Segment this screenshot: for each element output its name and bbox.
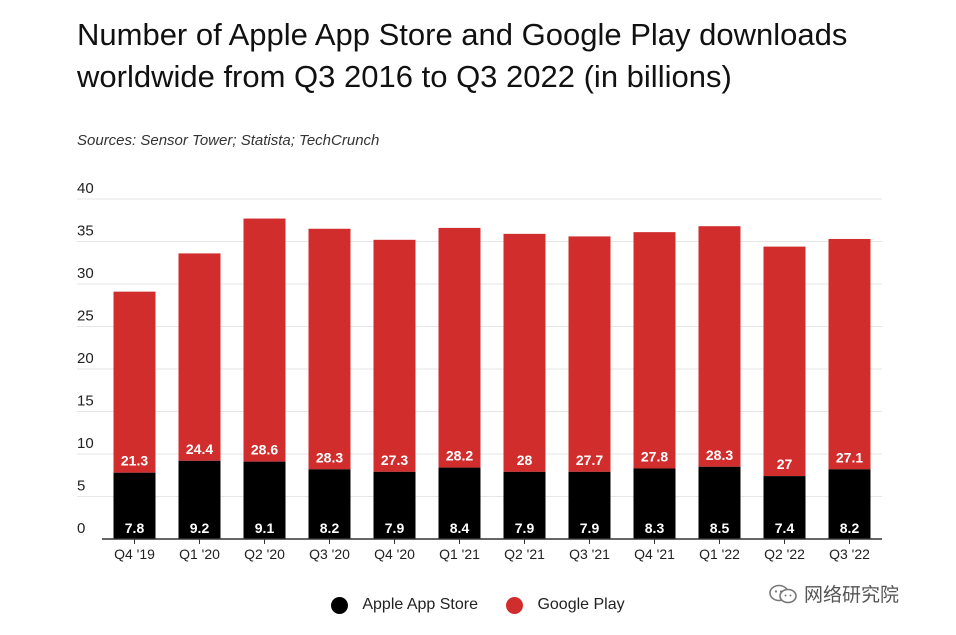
data-label-apple-app-store: 8.3: [645, 520, 665, 536]
bar-apple-app-store: [178, 460, 221, 539]
data-label-google-play: 28.3: [706, 447, 733, 463]
data-label-apple-app-store: 8.2: [320, 520, 340, 536]
data-label-google-play: 27.8: [641, 448, 668, 464]
data-label-apple-app-store: 9.2: [190, 520, 210, 536]
legend-item-apple: Apple App Store: [331, 596, 478, 614]
bar-apple-app-store: [633, 468, 676, 539]
x-tick-label: Q3 '21: [569, 546, 610, 562]
y-tick-label: 20: [77, 350, 94, 367]
bar-apple-app-store: [698, 466, 741, 539]
data-label-apple-app-store: 7.9: [515, 520, 535, 536]
legend-label-apple: Apple App Store: [362, 596, 478, 613]
watermark: 网络研究院: [768, 580, 899, 607]
legend-swatch-apple: [331, 596, 349, 614]
x-tick-label: Q1 '21: [439, 546, 480, 562]
bar-google-play: [763, 246, 806, 477]
bar-google-play: [568, 236, 611, 472]
bar-apple-app-store: [308, 469, 351, 539]
data-label-google-play: 24.4: [186, 441, 213, 457]
y-tick-label: 30: [77, 265, 94, 282]
data-label-google-play: 28: [517, 452, 533, 468]
y-tick-label: 35: [77, 223, 94, 240]
bar-google-play: [243, 218, 286, 462]
bar-google-play: [308, 228, 351, 470]
wechat-icon: [769, 584, 797, 603]
x-tick-label: Q3 '22: [829, 546, 870, 562]
bar-apple-app-store: [568, 471, 611, 539]
legend-item-google: Google Play: [506, 596, 625, 614]
data-label-apple-app-store: 8.5: [710, 520, 730, 536]
bar-google-play: [828, 238, 871, 470]
y-tick-label: 10: [77, 435, 94, 452]
data-label-apple-app-store: 7.4: [775, 520, 795, 536]
data-label-google-play: 27: [777, 456, 793, 472]
bar-apple-app-store: [243, 461, 286, 539]
bar-apple-app-store: [828, 469, 871, 539]
x-tick-label: Q2 '22: [764, 546, 805, 562]
bar-apple-app-store: [763, 476, 806, 539]
data-label-apple-app-store: 7.9: [580, 520, 600, 536]
x-tick-label: Q4 '21: [634, 546, 675, 562]
data-label-apple-app-store: 7.8: [125, 520, 145, 536]
data-label-apple-app-store: 8.4: [450, 520, 470, 536]
y-tick-label: 25: [77, 308, 94, 325]
bar-apple-app-store: [113, 472, 156, 539]
x-tick-label: Q2 '20: [244, 546, 285, 562]
y-tick-label: 15: [77, 393, 94, 410]
bar-google-play: [503, 233, 546, 472]
bar-google-play: [373, 239, 416, 472]
bar-google-play: [698, 226, 741, 467]
data-label-google-play: 27.3: [381, 452, 408, 468]
legend-label-google: Google Play: [537, 596, 625, 613]
data-label-apple-app-store: 7.9: [385, 520, 405, 536]
data-label-apple-app-store: 9.1: [255, 520, 275, 536]
data-label-apple-app-store: 8.2: [840, 520, 860, 536]
bar-google-play: [113, 291, 156, 473]
y-tick-label: 0: [77, 520, 85, 537]
x-tick-label: Q3 '20: [309, 546, 350, 562]
bar-google-play: [178, 253, 221, 461]
data-label-google-play: 27.7: [576, 452, 603, 468]
y-tick-label: 5: [77, 478, 85, 495]
y-tick-label: 40: [77, 180, 94, 197]
bar-google-play: [633, 232, 676, 469]
bar-apple-app-store: [438, 467, 481, 539]
data-label-google-play: 27.1: [836, 449, 863, 465]
chart-title: Number of Apple App Store and Google Pla…: [77, 17, 848, 94]
x-tick-label: Q1 '22: [699, 546, 740, 562]
data-label-google-play: 21.3: [121, 453, 148, 469]
x-tick-label: Q2 '21: [504, 546, 545, 562]
bar-apple-app-store: [373, 471, 416, 539]
watermark-text: 网络研究院: [804, 585, 900, 606]
data-label-google-play: 28.6: [251, 442, 278, 458]
data-label-google-play: 28.2: [446, 448, 473, 464]
bar-apple-app-store: [503, 471, 546, 539]
x-tick-label: Q1 '20: [179, 546, 220, 562]
bar-google-play: [438, 227, 481, 468]
data-label-google-play: 28.3: [316, 449, 343, 465]
stacked-bar-chart: 0 5 10 15 20 25 30 35 40 21.3 7.8 Q4 '19 24.4 9.2 Q1 '…: [77, 180, 882, 562]
x-tick-label: Q4 '20: [374, 546, 415, 562]
legend: Apple App Store Google Play: [0, 596, 956, 619]
legend-swatch-google: [506, 596, 524, 614]
chart-source: Sources: Sensor Tower; Statista; TechCru…: [77, 132, 380, 149]
x-tick-label: Q4 '19: [114, 546, 155, 562]
